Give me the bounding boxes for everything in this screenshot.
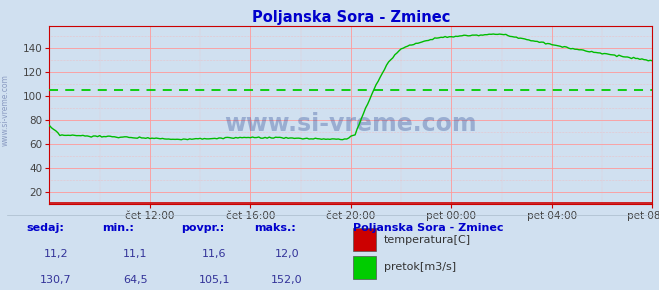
Text: Poljanska Sora - Zminec: Poljanska Sora - Zminec: [353, 223, 503, 233]
Text: 12,0: 12,0: [274, 249, 299, 259]
Text: povpr.:: povpr.:: [181, 223, 225, 233]
Text: www.si-vreme.com: www.si-vreme.com: [225, 112, 477, 136]
Bar: [353, 256, 376, 279]
Title: Poljanska Sora - Zminec: Poljanska Sora - Zminec: [252, 10, 450, 25]
Text: min.:: min.:: [102, 223, 134, 233]
Text: 152,0: 152,0: [271, 276, 302, 285]
Text: 11,6: 11,6: [202, 249, 227, 259]
Text: www.si-vreme.com: www.si-vreme.com: [1, 74, 10, 146]
Text: pretok[m3/s]: pretok[m3/s]: [384, 262, 456, 272]
Text: 130,7: 130,7: [40, 276, 72, 285]
Text: 64,5: 64,5: [123, 276, 148, 285]
Text: maks.:: maks.:: [254, 223, 295, 233]
Text: 105,1: 105,1: [198, 276, 230, 285]
Text: temperatura[C]: temperatura[C]: [384, 235, 471, 245]
Text: sedaj:: sedaj:: [26, 223, 64, 233]
Text: 11,1: 11,1: [123, 249, 148, 259]
Text: 11,2: 11,2: [43, 249, 69, 259]
Bar: [353, 228, 376, 251]
